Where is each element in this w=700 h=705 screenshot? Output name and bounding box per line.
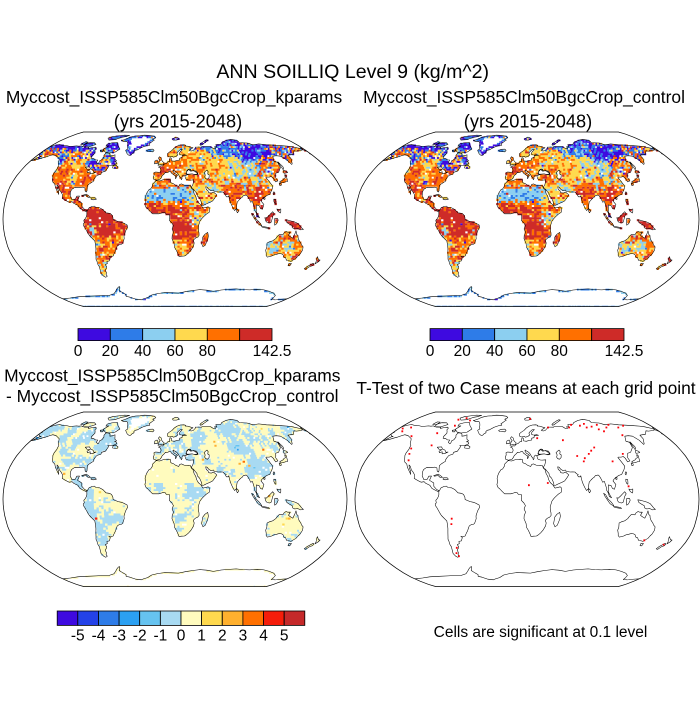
svg-text:60: 60 [518, 343, 536, 360]
svg-text:Myccost_ISSP585Clm50BgcCrop_kp: Myccost_ISSP585Clm50BgcCrop_kparams [6, 87, 343, 107]
svg-text:60: 60 [166, 343, 184, 360]
svg-text:Myccost_ISSP585Clm50BgcCrop_kp: Myccost_ISSP585Clm50BgcCrop_kparams [4, 366, 341, 386]
svg-text:5: 5 [280, 628, 289, 645]
svg-text:80: 80 [199, 343, 217, 360]
svg-text:20: 20 [102, 343, 120, 360]
svg-text:-4: -4 [92, 628, 106, 645]
svg-text:-3: -3 [112, 628, 126, 645]
svg-text:-1: -1 [154, 628, 168, 645]
svg-text:3: 3 [239, 628, 248, 645]
svg-text:Cells are significant at 0.1 l: Cells are significant at 0.1 level [434, 624, 648, 641]
svg-text:142.5: 142.5 [605, 343, 644, 360]
svg-text:(yrs 2015-2048): (yrs 2015-2048) [464, 112, 592, 132]
svg-text:4: 4 [259, 628, 268, 645]
svg-text:-2: -2 [133, 628, 147, 645]
svg-text:0: 0 [177, 628, 186, 645]
svg-text:40: 40 [486, 343, 504, 360]
svg-text:142.5: 142.5 [253, 343, 292, 360]
svg-text:1: 1 [197, 628, 206, 645]
svg-text:-5: -5 [71, 628, 85, 645]
svg-text:0: 0 [426, 343, 435, 360]
svg-text:2: 2 [218, 628, 227, 645]
svg-text:Myccost_ISSP585Clm50BgcCrop_co: Myccost_ISSP585Clm50BgcCrop_control [363, 87, 685, 107]
svg-text:- Myccost_ISSP585Clm50BgcCrop_: - Myccost_ISSP585Clm50BgcCrop_control [6, 386, 339, 406]
svg-text:80: 80 [551, 343, 569, 360]
svg-text:(yrs 2015-2048): (yrs 2015-2048) [114, 112, 242, 132]
svg-text:ANN SOILLIQ Level 9 (kg/m^2): ANN SOILLIQ Level 9 (kg/m^2) [216, 61, 489, 83]
svg-text:20: 20 [454, 343, 472, 360]
svg-text:40: 40 [134, 343, 152, 360]
svg-text:0: 0 [74, 343, 83, 360]
svg-text:T-Test of two Case means at ea: T-Test of two Case means at each grid po… [356, 378, 695, 398]
